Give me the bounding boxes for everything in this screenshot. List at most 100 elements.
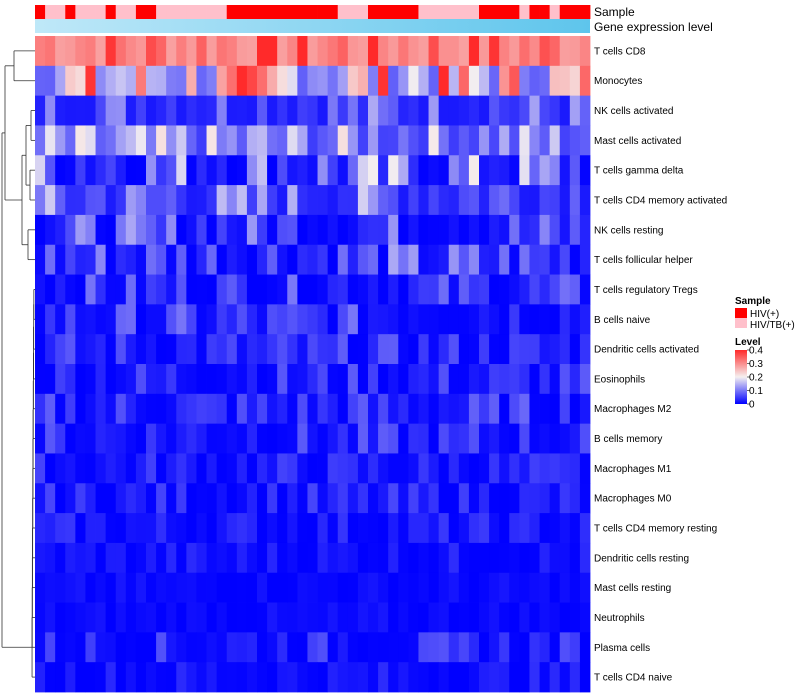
- heatmap-cell: [398, 602, 409, 633]
- heatmap-cell: [267, 572, 278, 603]
- heatmap-cell: [569, 572, 581, 603]
- heatmap-cell: [579, 513, 591, 544]
- heatmap-cell: [216, 364, 228, 395]
- heatmap-cell: [307, 304, 318, 335]
- heatmap-cell: [559, 572, 571, 603]
- heatmap-cell: [479, 542, 490, 574]
- heatmap-cell: [398, 304, 409, 335]
- heatmap-cell: [418, 95, 429, 126]
- heatmap-cell: [226, 632, 238, 663]
- legend-swatch-hiv: [735, 308, 747, 318]
- heatmap-cell: [519, 483, 530, 514]
- heatmap-cell: [146, 95, 157, 126]
- heatmap-cell: [529, 36, 540, 67]
- heatmap-cell: [438, 632, 450, 663]
- heatmap-cell: [297, 334, 308, 365]
- sample-annotation-cell: [408, 5, 419, 19]
- heatmap-cell: [499, 274, 510, 305]
- heatmap-cell: [579, 155, 591, 186]
- heatmap-cell: [166, 125, 177, 156]
- heatmap-cell: [368, 155, 379, 186]
- heatmap-cell: [438, 274, 450, 305]
- heatmap-cell: [55, 662, 66, 693]
- heatmap-cell: [408, 662, 419, 693]
- heatmap-cell: [156, 513, 167, 544]
- heatmap-cell: [115, 393, 127, 425]
- heatmap-cell: [489, 244, 500, 275]
- heatmap-cell: [287, 214, 298, 246]
- heatmap-cell: [529, 364, 540, 395]
- heatmap-cell: [579, 662, 591, 693]
- heatmap-cell: [327, 632, 339, 663]
- heatmap-cell: [216, 36, 228, 67]
- heatmap-cell: [368, 36, 379, 67]
- heatmap-cell: [347, 542, 359, 574]
- heatmap-cell: [135, 572, 147, 603]
- heatmap-cell: [297, 662, 308, 693]
- heatmap-cell: [55, 334, 66, 365]
- heatmap-cell: [75, 185, 86, 216]
- heatmap-cell: [438, 542, 450, 574]
- heatmap-cell: [438, 334, 450, 365]
- heatmap-cell: [468, 36, 480, 67]
- heatmap-cell: [458, 155, 470, 186]
- heatmap-cell: [549, 334, 561, 365]
- heatmap-cell: [579, 334, 591, 365]
- heatmap-cell: [55, 244, 66, 275]
- heatmap-cell: [509, 453, 520, 484]
- heatmap-cell: [65, 393, 76, 425]
- heatmap-cell: [458, 423, 470, 454]
- heatmap-cell: [75, 155, 86, 186]
- heatmap-cell: [428, 423, 440, 454]
- heatmap-cell: [307, 364, 318, 395]
- sample-annotation-cell: [468, 5, 480, 19]
- heatmap-cell: [539, 185, 551, 216]
- heatmap-cell: [519, 155, 530, 186]
- heatmap-cell: [539, 662, 551, 693]
- heatmap-cell: [257, 393, 268, 425]
- sample-annotation-cell: [317, 5, 329, 19]
- heatmap-cell: [579, 36, 591, 67]
- heatmap-cell: [428, 36, 440, 67]
- heatmap-cell: [105, 602, 117, 633]
- heatmap-cell: [186, 125, 197, 156]
- heatmap-cell: [499, 364, 510, 395]
- row-label: T cells CD4 memory resting: [594, 524, 717, 535]
- heatmap-cell: [468, 513, 480, 544]
- heatmap-cell: [529, 244, 540, 275]
- heatmap-cell: [166, 364, 177, 395]
- heatmap-cell: [55, 274, 66, 305]
- heatmap-cell: [297, 155, 308, 186]
- heatmap-cell: [297, 632, 308, 663]
- heatmap-cell: [448, 125, 460, 156]
- heatmap-cell: [35, 125, 46, 156]
- row-label: Macrophages M2: [594, 404, 672, 415]
- heatmap-cell: [267, 632, 278, 663]
- heatmap-cell: [105, 662, 117, 693]
- heatmap-cell: [559, 65, 571, 97]
- heatmap-cell: [65, 513, 76, 544]
- heatmap-cell: [307, 453, 318, 484]
- heatmap-cell: [549, 36, 561, 67]
- heatmap-cell: [579, 304, 591, 335]
- heatmap-cell: [35, 453, 46, 484]
- heatmap-cell: [499, 572, 510, 603]
- heatmap-cell: [35, 364, 46, 395]
- heatmap-cell: [317, 36, 329, 67]
- heatmap-cell: [85, 632, 96, 663]
- heatmap-cell: [509, 185, 520, 216]
- heatmap-cell: [559, 36, 571, 67]
- heatmap-cell: [236, 36, 248, 67]
- heatmap-cell: [277, 155, 288, 186]
- heatmap-cell: [115, 513, 127, 544]
- heatmap-cell: [529, 393, 540, 425]
- heatmap-cell: [277, 214, 288, 246]
- heatmap-cell: [75, 423, 86, 454]
- heatmap-cell: [236, 65, 248, 97]
- heatmap-cell: [549, 483, 561, 514]
- heatmap-cell: [428, 632, 440, 663]
- heatmap-cell: [156, 65, 167, 97]
- heatmap-cell: [277, 65, 288, 97]
- heatmap-cell: [146, 393, 157, 425]
- sample-annotation-cell: [216, 5, 228, 19]
